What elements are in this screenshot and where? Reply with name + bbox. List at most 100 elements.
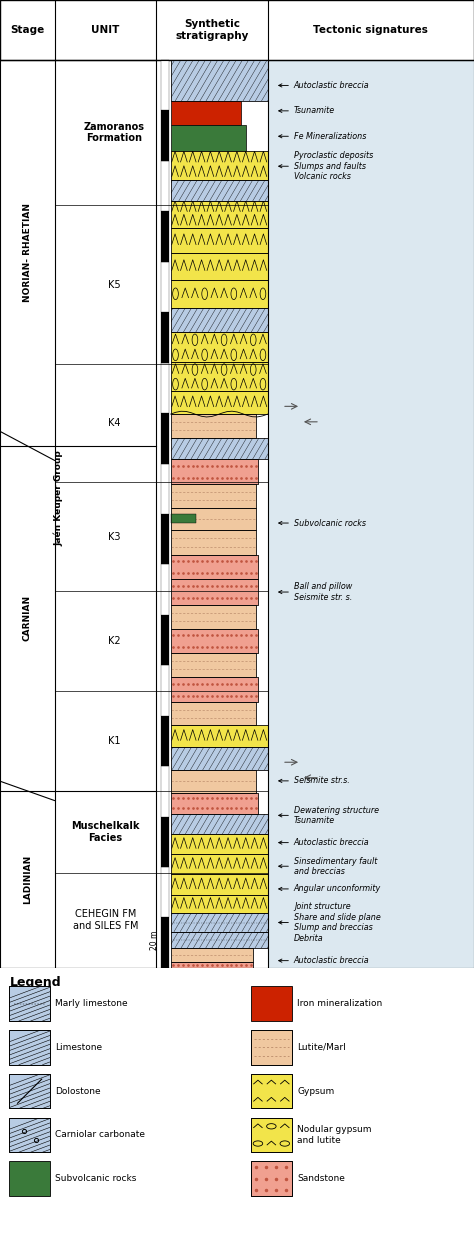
Bar (251, 1117, 292, 1152)
Bar (161, 464, 169, 514)
Bar (268, 60, 474, 968)
Text: Legend: Legend (9, 975, 61, 989)
Text: Marly limestone: Marly limestone (55, 999, 128, 1009)
Bar (171, 101, 241, 126)
Bar (171, 60, 268, 101)
Bar (171, 228, 268, 254)
Text: Lutite/Marl: Lutite/Marl (297, 1043, 346, 1052)
Text: Iron mineralization: Iron mineralization (297, 999, 383, 1009)
Text: Autoclastic breccia: Autoclastic breccia (279, 81, 370, 90)
Bar (171, 333, 268, 363)
Text: Tectonic signatures: Tectonic signatures (313, 25, 428, 35)
Text: Fe Mineralizations: Fe Mineralizations (279, 132, 366, 141)
Bar (171, 874, 268, 895)
Text: Stage: Stage (10, 25, 45, 35)
Bar (171, 530, 256, 555)
Bar (171, 702, 256, 725)
Bar (161, 211, 169, 261)
Text: Autoclastic breccia: Autoclastic breccia (279, 838, 370, 847)
Bar (9, 1031, 50, 1064)
Bar (171, 150, 268, 180)
Text: 20 m: 20 m (150, 931, 159, 949)
Text: Dewatering structure
Tsunamite: Dewatering structure Tsunamite (279, 805, 379, 825)
Bar (171, 126, 246, 150)
Bar (171, 604, 256, 629)
Text: Carniolar carbonate: Carniolar carbonate (55, 1131, 146, 1139)
Bar (161, 312, 169, 363)
Bar (171, 914, 268, 932)
Bar (161, 111, 169, 160)
Bar (171, 932, 268, 948)
Bar (171, 391, 268, 414)
Text: Nodular gypsum
and lutite: Nodular gypsum and lutite (297, 1126, 372, 1144)
Bar (171, 514, 196, 524)
Bar (171, 363, 268, 391)
Bar (171, 508, 256, 530)
Bar (9, 1161, 50, 1196)
Text: Joint structure
Share and slide plane
Slump and breccias
Debrita: Joint structure Share and slide plane Sl… (279, 903, 381, 942)
Text: Muschelkalk
Facies: Muschelkalk Facies (71, 821, 140, 842)
Bar (9, 1074, 50, 1108)
Bar (161, 666, 169, 715)
Bar (171, 308, 268, 333)
Text: Ball and pillow
Seismite str. s.: Ball and pillow Seismite str. s. (279, 582, 352, 602)
Text: K3: K3 (108, 531, 120, 541)
Bar (161, 565, 169, 615)
Text: Seismite str.s.: Seismite str.s. (279, 777, 350, 785)
Bar (171, 629, 258, 652)
Bar (171, 180, 268, 201)
Bar (171, 652, 256, 677)
Bar (171, 854, 268, 874)
Bar (251, 1161, 292, 1196)
Bar (9, 1117, 50, 1152)
Bar (161, 715, 169, 766)
Bar (9, 1074, 50, 1108)
Bar (251, 1117, 292, 1152)
Bar (171, 460, 258, 485)
Bar (171, 962, 253, 968)
Bar (251, 1161, 292, 1196)
Bar (171, 201, 268, 228)
Text: Autoclastic breccia: Autoclastic breccia (279, 956, 370, 965)
Bar (171, 769, 256, 793)
Bar (171, 725, 268, 747)
Text: Dolostone: Dolostone (55, 1086, 101, 1096)
Bar (171, 508, 256, 530)
Bar (171, 555, 258, 580)
Text: LADINIAN: LADINIAN (23, 854, 32, 904)
Bar (171, 814, 268, 835)
Text: Jaén Keuper Group: Jaén Keuper Group (54, 450, 63, 546)
Bar (171, 228, 268, 254)
Bar (171, 460, 258, 485)
Text: K2: K2 (108, 636, 120, 646)
Bar (171, 391, 268, 414)
Bar (161, 615, 169, 666)
Bar (171, 280, 268, 308)
Bar (161, 363, 169, 413)
Bar (171, 948, 253, 962)
Bar (171, 555, 258, 580)
Bar (161, 816, 169, 867)
Bar (171, 747, 268, 769)
Text: CARNIAN: CARNIAN (23, 596, 32, 641)
Text: Sandstone: Sandstone (297, 1174, 345, 1184)
Bar (171, 254, 268, 280)
Bar (171, 150, 268, 180)
Bar (171, 580, 258, 604)
Text: Gypsum: Gypsum (297, 1086, 335, 1096)
Bar (171, 580, 258, 604)
Text: Pyroclastic deposits
Slumps and faults
Volcanic rocks: Pyroclastic deposits Slumps and faults V… (279, 152, 373, 181)
Text: K4: K4 (108, 418, 120, 428)
Text: NORIAN- RHAETIAN: NORIAN- RHAETIAN (23, 203, 32, 302)
Bar (171, 895, 268, 914)
Bar (171, 874, 268, 895)
Bar (171, 835, 268, 854)
Bar (171, 604, 256, 629)
Bar (171, 485, 256, 508)
Bar (251, 1074, 292, 1108)
Bar (171, 769, 256, 793)
Bar (171, 793, 258, 814)
Text: UNIT: UNIT (91, 25, 119, 35)
Bar (171, 652, 256, 677)
Bar (161, 766, 169, 816)
